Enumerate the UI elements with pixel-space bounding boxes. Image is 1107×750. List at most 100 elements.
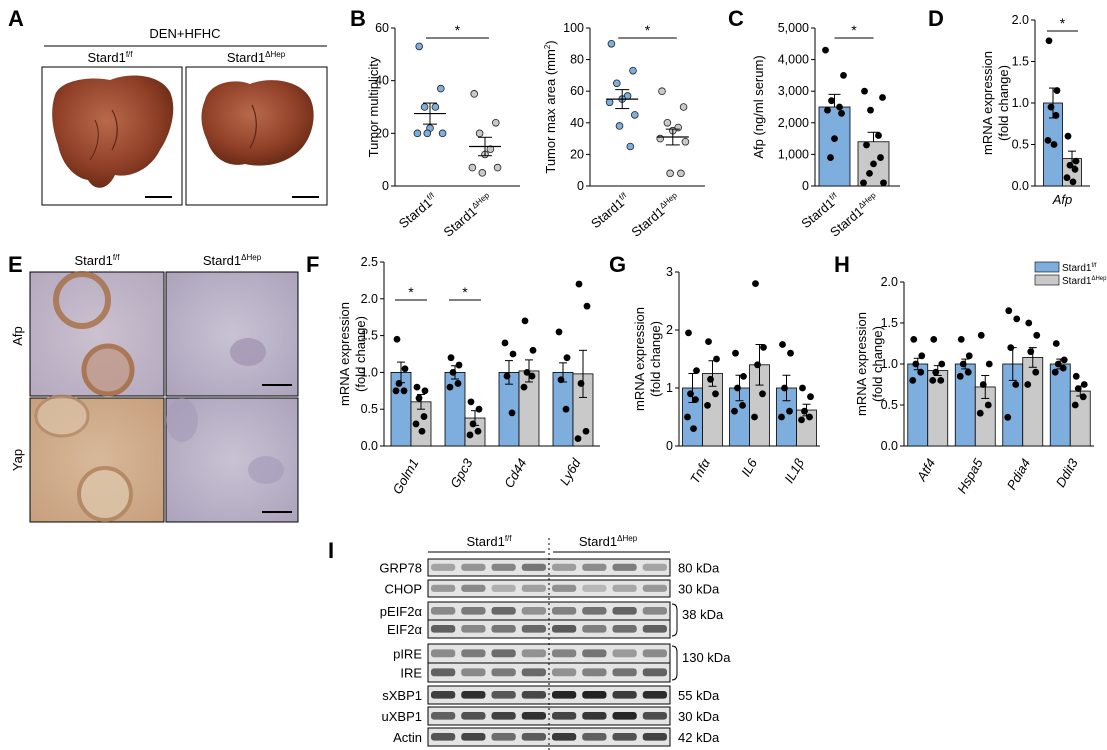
f-x-tick-label: Ly6d bbox=[557, 455, 584, 487]
h-point bbox=[979, 381, 987, 388]
f-point bbox=[415, 394, 423, 402]
g-point bbox=[751, 413, 758, 421]
blot-band bbox=[461, 691, 486, 699]
d-y-label: mRNA expression bbox=[980, 51, 995, 155]
blot-band bbox=[612, 691, 637, 699]
d-point bbox=[1050, 141, 1058, 148]
g-point bbox=[740, 373, 747, 380]
b1-point bbox=[491, 119, 500, 127]
b2-point bbox=[607, 39, 616, 48]
blot-band bbox=[431, 668, 456, 677]
d-point bbox=[1069, 178, 1077, 186]
c-point bbox=[822, 46, 829, 54]
h-x-tick-label: Pdia4 bbox=[1004, 456, 1034, 492]
blot-band bbox=[642, 649, 667, 658]
g-point bbox=[801, 407, 808, 415]
g-point bbox=[760, 344, 767, 351]
h-point bbox=[932, 368, 940, 376]
h-point bbox=[1072, 372, 1080, 380]
g-point bbox=[739, 402, 746, 409]
f-y-tick-label: 2.0 bbox=[361, 292, 378, 306]
g-point bbox=[734, 384, 741, 392]
group-label-flox-a: Stard1f/f bbox=[88, 50, 134, 65]
blot-label: CHOP bbox=[384, 582, 422, 597]
g-point bbox=[731, 407, 738, 415]
chart-tumor-markers: 0.0 0.5 1.0 1.5 2.0 2.5 mRNA expression (fold c… bbox=[337, 255, 600, 497]
blot-band bbox=[552, 649, 577, 658]
blot-band bbox=[461, 712, 486, 720]
blot-bracket bbox=[671, 603, 678, 637]
blot-band bbox=[642, 584, 667, 592]
blot-band bbox=[491, 712, 516, 720]
f-point bbox=[418, 427, 426, 435]
h-point bbox=[985, 360, 993, 368]
b2-point bbox=[666, 169, 674, 178]
blot-band bbox=[582, 607, 607, 615]
c-y-tick-label: 3,000 bbox=[778, 84, 809, 98]
ihc-col-flox: Stard1f/f bbox=[75, 253, 121, 268]
b2-point bbox=[605, 98, 614, 107]
western-blot: Stard1f/f Stard1ΔHep GRP78 80 kDa CHOP 30 kDa… bbox=[379, 534, 731, 750]
blot-band bbox=[521, 733, 546, 741]
f-point bbox=[582, 427, 590, 435]
f-point bbox=[503, 372, 511, 380]
f-significance: * bbox=[462, 284, 468, 300]
g-point bbox=[781, 384, 788, 392]
b1-significance: * bbox=[455, 22, 461, 38]
g-point bbox=[754, 361, 761, 369]
g-x-tick-label: Tnfα bbox=[687, 455, 713, 486]
ihc-row-yap: Yap bbox=[10, 449, 25, 471]
g-point bbox=[685, 329, 692, 337]
b2-point bbox=[612, 79, 621, 88]
c-point bbox=[836, 103, 843, 111]
g-y-label-2: (fold change) bbox=[648, 321, 663, 397]
blot-band bbox=[552, 584, 577, 592]
g-point bbox=[779, 341, 786, 348]
g-point bbox=[707, 375, 714, 383]
c-significance: * bbox=[851, 22, 857, 38]
blot-band bbox=[642, 691, 667, 699]
blot-band bbox=[521, 625, 546, 633]
b2-point bbox=[630, 111, 639, 119]
f-point bbox=[447, 354, 455, 362]
c-y-tick-label: 5,000 bbox=[778, 21, 809, 35]
blot-band bbox=[521, 584, 546, 592]
panel-letter-f: F bbox=[306, 252, 319, 277]
chart-tumor-max-area: 0 20 40 60 80 100 Tumor max area (mm2) Stard1f/… bbox=[543, 21, 705, 240]
blot-band bbox=[642, 625, 667, 633]
b2-y-tick-label: 20 bbox=[570, 147, 584, 161]
blot-band bbox=[612, 625, 637, 633]
h-point bbox=[1080, 381, 1088, 388]
f-significance: * bbox=[408, 284, 414, 300]
g-point bbox=[693, 367, 700, 374]
f-y-label: mRNA expression bbox=[337, 302, 352, 406]
g-point bbox=[684, 413, 691, 421]
f-point bbox=[474, 427, 482, 435]
b1-point bbox=[486, 145, 495, 153]
panel-letter-d: D bbox=[928, 6, 944, 31]
f-point bbox=[529, 346, 537, 354]
blot-band bbox=[552, 625, 577, 633]
blot-band bbox=[521, 563, 546, 571]
h-y-tick-label: 2.0 bbox=[881, 275, 898, 289]
blot-band bbox=[461, 668, 486, 677]
b2-point bbox=[626, 142, 635, 151]
f-x-tick-label: Golm1 bbox=[389, 456, 421, 497]
f-x-tick-label: Cd44 bbox=[501, 456, 530, 490]
d-x-tick-label: Afp bbox=[1052, 192, 1073, 207]
blot-band bbox=[491, 691, 516, 699]
g-y-tick-label: 3 bbox=[666, 265, 673, 279]
f-point bbox=[577, 380, 585, 387]
blot-band bbox=[521, 607, 546, 615]
h-x-tick-label: Ddit3 bbox=[1053, 455, 1082, 489]
blot-band bbox=[612, 607, 637, 615]
d-point bbox=[1044, 136, 1052, 144]
f-y-tick-label: 1.5 bbox=[361, 329, 378, 343]
g-y-tick-label: 2 bbox=[666, 323, 673, 337]
b2-point bbox=[663, 119, 672, 127]
blot-band bbox=[491, 649, 516, 658]
f-point bbox=[420, 413, 428, 420]
d-y-label-2: (fold change) bbox=[996, 65, 1011, 141]
d-point bbox=[1063, 174, 1071, 182]
c-point bbox=[827, 154, 834, 161]
